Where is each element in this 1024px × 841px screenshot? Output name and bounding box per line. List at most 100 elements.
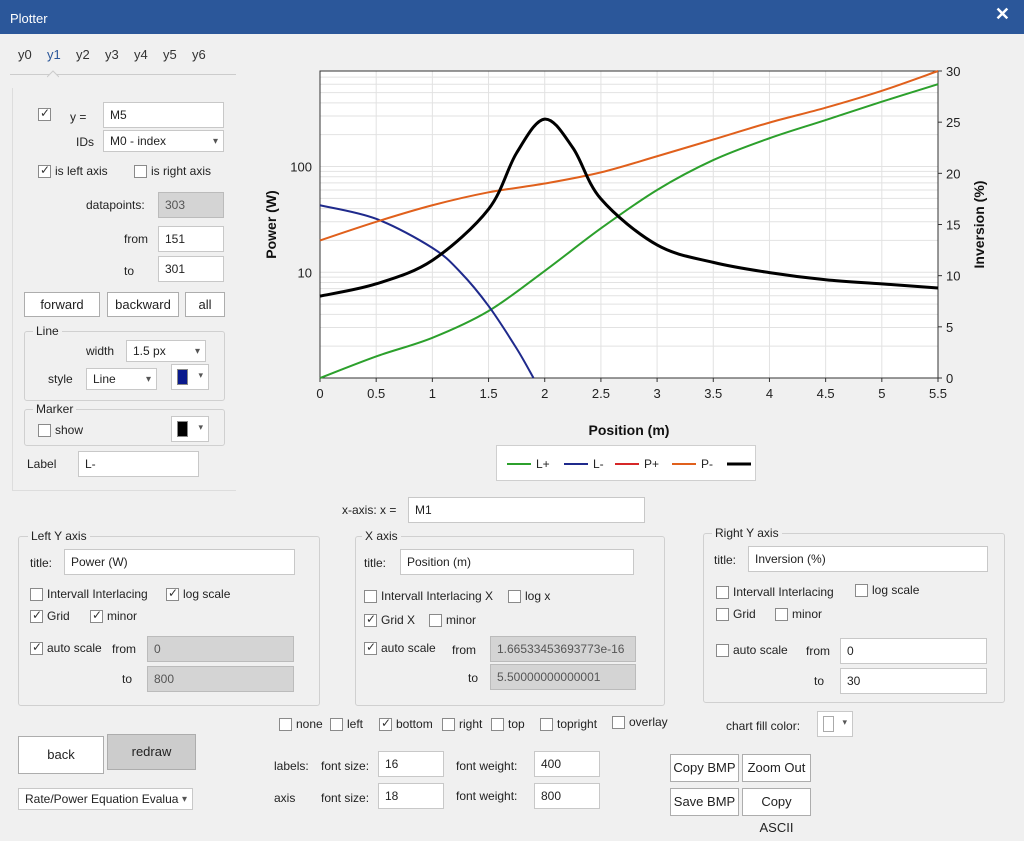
style-label: style (48, 372, 73, 386)
labels-font-size-input[interactable]: 16 (378, 751, 444, 777)
tab-y5[interactable]: y5 (163, 47, 177, 62)
x-auto-scale-checkbox[interactable]: auto scale (364, 640, 436, 655)
backward-button[interactable]: backward (107, 292, 179, 317)
axis-font-weight-input[interactable]: 800 (534, 783, 600, 809)
copy-ascii-button[interactable]: Copy ASCII (742, 788, 811, 835)
log-x-checkbox[interactable]: log x (508, 589, 550, 603)
right-minor-checkbox[interactable]: minor (775, 607, 822, 621)
legend-label: L- (593, 457, 604, 471)
legend-overlay-checkbox[interactable]: overlay (612, 715, 668, 729)
chart-fill-color-picker[interactable]: ▾ (817, 711, 853, 737)
y2-axis-title: Inversion (%) (971, 181, 987, 269)
line-style-select[interactable]: Line (86, 368, 157, 390)
x-interlacing-checkbox[interactable]: Intervall Interlacing X (364, 589, 493, 603)
left-log-scale-checkbox[interactable]: log scale (166, 586, 230, 601)
right-auto-scale-checkbox[interactable]: auto scale (716, 643, 788, 657)
series-panel (12, 88, 236, 491)
from-input[interactable]: 151 (158, 226, 224, 252)
right-log-scale-checkbox[interactable]: log scale (855, 583, 919, 597)
labels-font-size-label: font size: (321, 759, 370, 773)
to-input[interactable]: 301 (158, 256, 224, 282)
right-interlacing-checkbox[interactable]: Intervall Interlacing (716, 585, 834, 599)
left-grid-checkbox[interactable]: Grid (30, 608, 70, 623)
y2-tick-label: 25 (946, 115, 960, 130)
y2-tick-label: 10 (946, 269, 960, 284)
series-line-pminus (319, 70, 939, 242)
legend-none-checkbox[interactable]: none (279, 717, 323, 731)
tab-y0[interactable]: y0 (18, 47, 32, 62)
right-to-label: to (814, 674, 825, 688)
legend-right-checkbox[interactable]: right (442, 717, 482, 731)
x-tick-label: 5 (878, 386, 885, 401)
legend-label: P+ (644, 457, 659, 471)
left-minor-checkbox[interactable]: minor (90, 608, 137, 623)
legend-bottom-checkbox[interactable]: bottom (379, 716, 433, 731)
x-from-field: 1.66533453693773e-16 (490, 636, 636, 662)
redraw-button[interactable]: redraw (107, 734, 196, 770)
x-to-label: to (468, 671, 479, 685)
copy-bmp-button[interactable]: Copy BMP (670, 754, 739, 782)
line-color-swatch (177, 369, 188, 385)
right-grid-checkbox[interactable]: Grid (716, 607, 756, 621)
tab-y1[interactable]: y1 (47, 47, 61, 62)
series-line-lminus (319, 204, 535, 379)
right-title-label: title: (714, 553, 737, 567)
right-title-input[interactable]: Inversion (%) (748, 546, 988, 572)
left-to-label: to (122, 672, 133, 686)
ids-label: IDs (76, 135, 94, 149)
legend-left-checkbox[interactable]: left (330, 717, 363, 731)
back-button[interactable]: back (18, 736, 104, 774)
y-axis-title: Power (W) (263, 190, 279, 258)
title-bar: Plotter ✕ (0, 0, 1024, 34)
tab-y4[interactable]: y4 (134, 47, 148, 62)
line-color-picker[interactable]: ▾ (171, 364, 209, 390)
left-title-label: title: (30, 556, 53, 570)
labels-font-weight-input[interactable]: 400 (534, 751, 600, 777)
y2-tick-label: 15 (946, 218, 960, 233)
legend-topright-checkbox[interactable]: topright (540, 717, 597, 731)
tab-y6[interactable]: y6 (192, 47, 206, 62)
equation-select[interactable]: Rate/Power Equation Evalua (18, 788, 193, 810)
y-expression-input[interactable]: M5 (103, 102, 224, 128)
axis-font-size-input[interactable]: 18 (378, 783, 444, 809)
x-minor-checkbox[interactable]: minor (429, 613, 476, 627)
y-tick-label: 100 (290, 160, 312, 175)
close-icon[interactable]: ✕ (994, 4, 1010, 24)
series-label-input[interactable]: L- (78, 451, 199, 477)
marker-color-picker[interactable]: ▾ (171, 416, 209, 442)
left-y-axis-title: Left Y axis (28, 529, 90, 543)
all-button[interactable]: all (185, 292, 225, 317)
save-bmp-button[interactable]: Save BMP (670, 788, 739, 816)
right-from-label: from (806, 644, 830, 658)
x-axis-group-title: X axis (362, 529, 401, 543)
right-from-input[interactable]: 0 (840, 638, 987, 664)
x-axis-input[interactable]: M1 (408, 497, 645, 523)
zoom-out-button[interactable]: Zoom Out (742, 754, 811, 782)
left-title-input[interactable]: Power (W) (64, 549, 295, 575)
right-to-input[interactable]: 30 (840, 668, 987, 694)
left-to-field: 800 (147, 666, 294, 692)
tab-y2[interactable]: y2 (76, 47, 90, 62)
line-width-select[interactable]: 1.5 px (126, 340, 206, 362)
window-title: Plotter (10, 11, 48, 26)
is-left-axis-checkbox[interactable]: is left axis (38, 163, 108, 178)
tab-y3[interactable]: y3 (105, 47, 119, 62)
x-axis-title: Position (m) (589, 422, 670, 438)
forward-button[interactable]: forward (24, 292, 100, 317)
y2-tick-label: 20 (946, 166, 960, 181)
marker-color-swatch (177, 421, 188, 437)
is-right-axis-checkbox[interactable]: is right axis (134, 164, 211, 178)
datapoints-label: datapoints: (86, 198, 145, 212)
marker-show-checkbox[interactable]: show (38, 423, 83, 437)
grid-x-checkbox[interactable]: Grid X (364, 612, 415, 627)
to-label: to (124, 264, 135, 278)
left-auto-scale-checkbox[interactable]: auto scale (30, 640, 102, 655)
x-title-input[interactable]: Position (m) (400, 549, 634, 575)
x-tick-label: 2 (541, 386, 548, 401)
x-tick-label: 3 (653, 386, 660, 401)
ids-select[interactable]: M0 - index (103, 130, 224, 152)
left-interlacing-checkbox[interactable]: Intervall Interlacing (30, 587, 148, 601)
series-enabled-checkbox[interactable] (38, 106, 55, 121)
line-group (24, 331, 225, 401)
legend-top-checkbox[interactable]: top (491, 717, 525, 731)
